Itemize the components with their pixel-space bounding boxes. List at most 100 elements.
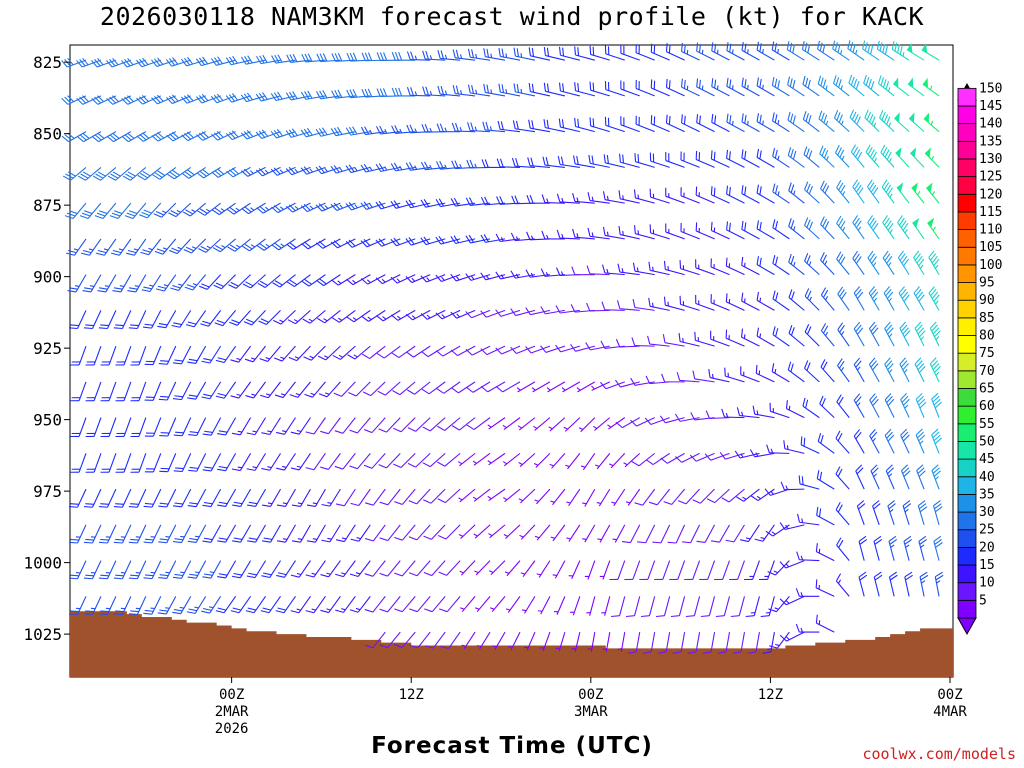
barb-shaft	[151, 560, 162, 579]
barb-shaft	[740, 632, 746, 652]
barb-feather	[361, 89, 366, 98]
barb-shaft	[426, 274, 446, 283]
barb-feather	[315, 242, 324, 249]
barb-shaft	[788, 190, 805, 204]
barb-feather	[202, 504, 212, 508]
barb-shaft	[431, 596, 446, 613]
barb-shaft	[589, 273, 610, 276]
barb-shaft	[906, 49, 925, 61]
wind-barb	[128, 488, 147, 508]
barb-feather	[933, 398, 941, 406]
barb-feather	[772, 290, 776, 300]
barb-feather	[698, 79, 701, 89]
barb-feather	[822, 79, 827, 88]
wind-barb	[647, 335, 670, 347]
wind-barb	[710, 524, 730, 543]
wind-barb	[665, 187, 685, 204]
barb-feather	[888, 157, 892, 163]
barb-feather	[627, 651, 637, 654]
barb-feather	[230, 359, 239, 363]
barb-shaft	[516, 345, 536, 355]
barb-feather	[914, 321, 922, 329]
barb-feather	[187, 169, 195, 176]
barb-shaft	[681, 122, 700, 133]
wind-barb	[710, 330, 730, 347]
barb-feather	[772, 219, 776, 228]
barb-shaft	[571, 560, 581, 580]
wind-barb	[588, 154, 610, 168]
barb-shaft	[552, 488, 566, 506]
barb-feather	[409, 608, 418, 613]
barb-feather	[271, 244, 280, 251]
barb-feather	[257, 282, 266, 288]
barb-shaft	[312, 381, 326, 398]
wind-barb	[528, 83, 551, 97]
barb-feather	[261, 467, 270, 471]
barb-shaft	[298, 417, 311, 435]
wind-barb	[155, 274, 177, 292]
barb-feather	[574, 46, 577, 56]
barb-feather	[429, 164, 433, 170]
wind-barb	[187, 381, 207, 400]
barb-feather	[97, 171, 106, 177]
barb-feather	[335, 539, 345, 543]
wind-barb	[100, 381, 117, 402]
barb-feather	[204, 466, 213, 469]
barb-feather	[818, 508, 822, 517]
barb-feather	[882, 44, 886, 53]
barb-feather	[773, 570, 778, 574]
wind-barb	[548, 417, 566, 432]
barb-shaft	[255, 488, 267, 507]
colorbar-cell	[957, 264, 977, 283]
wind-barb	[582, 524, 596, 543]
barb-shaft	[430, 488, 446, 504]
wind-barb	[106, 57, 132, 68]
barb-feather	[89, 285, 95, 287]
wind-barb	[869, 393, 880, 418]
barb-feather	[725, 293, 728, 302]
credit-link[interactable]: coolwx.com/models	[862, 745, 1016, 763]
barb-shaft	[547, 381, 566, 393]
barb-feather	[645, 375, 651, 384]
barb-feather	[231, 93, 239, 101]
barb-feather	[747, 651, 757, 654]
barb-shaft	[307, 202, 326, 213]
barb-shaft	[878, 83, 895, 97]
barb-shaft	[885, 470, 895, 490]
colorbar-label: 60	[979, 399, 995, 414]
wind-barb	[785, 400, 805, 419]
barb-feather	[592, 82, 595, 92]
colorbar-cell	[957, 282, 977, 301]
barb-shaft	[530, 91, 551, 97]
wind-barb	[648, 297, 670, 311]
barb-shaft	[788, 297, 805, 311]
wind-barb	[783, 440, 805, 454]
barb-shaft	[928, 257, 940, 275]
barb-feather	[562, 47, 565, 57]
barb-feather	[802, 111, 807, 120]
wind-barb	[390, 237, 416, 247]
barb-shaft	[186, 95, 206, 104]
barb-feather	[534, 499, 539, 503]
barb-feather	[660, 457, 668, 464]
barb-feather	[815, 579, 818, 588]
barb-shaft	[884, 328, 895, 347]
barb-feather	[82, 57, 89, 66]
barb-feather	[856, 116, 861, 125]
barb-feather	[916, 464, 924, 471]
barb-feather	[113, 577, 123, 580]
barb-shaft	[914, 363, 925, 383]
barb-shaft	[635, 88, 655, 97]
barb-feather	[741, 256, 744, 266]
barb-feather	[807, 115, 812, 124]
barb-shaft	[554, 560, 566, 579]
barb-feather	[459, 127, 463, 132]
wind-barb	[836, 537, 850, 561]
wind-barb	[407, 417, 431, 432]
wind-barb	[906, 42, 925, 61]
barb-shaft	[254, 417, 267, 435]
wind-barb	[601, 596, 611, 616]
barb-feather	[683, 115, 686, 125]
wind-barb	[756, 148, 775, 168]
wind-barb	[472, 452, 491, 466]
